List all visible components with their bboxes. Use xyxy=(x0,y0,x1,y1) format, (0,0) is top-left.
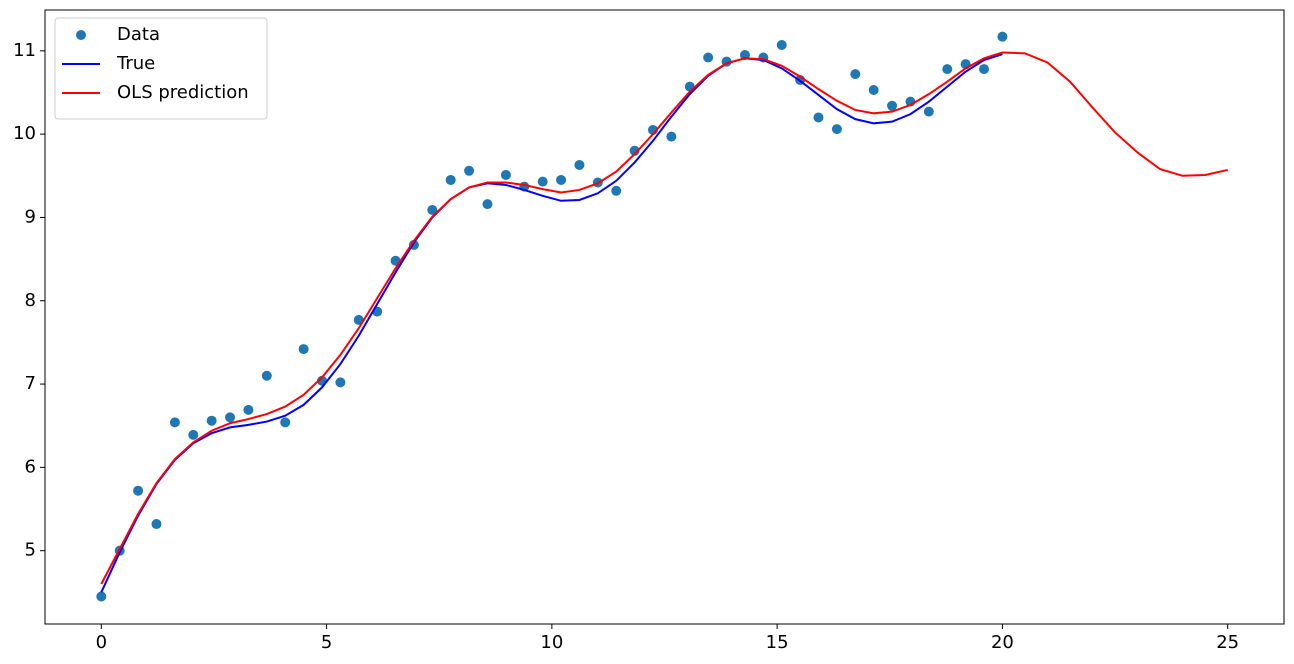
data-point xyxy=(776,39,787,50)
legend-label: True xyxy=(116,53,155,74)
data-point xyxy=(666,131,677,142)
y-tick-label: 5 xyxy=(25,540,36,561)
y-tick-label: 9 xyxy=(25,206,36,227)
data-point xyxy=(133,485,144,496)
data-point xyxy=(537,176,548,187)
legend-marker xyxy=(76,30,86,40)
x-tick-label: 5 xyxy=(321,632,332,653)
data-point xyxy=(997,31,1008,42)
data-point xyxy=(298,344,309,355)
data-point xyxy=(151,519,162,530)
x-tick-label: 10 xyxy=(540,632,563,653)
series-line xyxy=(100,53,1003,593)
data-point xyxy=(464,165,475,176)
data-point xyxy=(206,415,217,426)
data-point xyxy=(243,404,254,415)
data-point xyxy=(169,417,180,428)
data-point xyxy=(261,370,272,381)
legend-box xyxy=(54,17,268,120)
data-point xyxy=(629,145,640,156)
x-tick-label: 25 xyxy=(1216,632,1239,653)
data-point xyxy=(887,100,898,111)
data-point xyxy=(979,64,990,75)
data-point xyxy=(445,174,456,185)
data-point xyxy=(225,412,236,423)
data-point xyxy=(813,112,824,123)
y-tick-label: 11 xyxy=(13,40,36,61)
x-tick-label: 20 xyxy=(991,632,1014,653)
data-point xyxy=(482,199,493,210)
series-line xyxy=(100,51,1228,585)
data-point xyxy=(427,204,438,215)
data-point xyxy=(500,169,511,180)
data-point xyxy=(868,84,879,95)
data-point xyxy=(188,429,199,440)
data-point xyxy=(703,52,714,63)
y-tick-label: 7 xyxy=(25,373,36,394)
data-point xyxy=(850,69,861,80)
data-point xyxy=(96,591,107,602)
x-tick-label: 0 xyxy=(96,632,107,653)
y-tick-label: 10 xyxy=(13,123,36,144)
data-point xyxy=(923,106,934,117)
data-point xyxy=(280,417,291,428)
x-tick-label: 15 xyxy=(766,632,789,653)
legend-label: OLS prediction xyxy=(117,82,249,103)
axes-frame xyxy=(44,9,1285,625)
y-tick-label: 8 xyxy=(25,290,36,311)
data-point xyxy=(831,124,842,135)
data-point xyxy=(942,64,953,75)
legend-label: Data xyxy=(117,24,160,45)
data-point xyxy=(556,174,567,185)
y-tick-label: 6 xyxy=(25,456,36,477)
data-point xyxy=(335,377,346,388)
data-point xyxy=(611,185,622,196)
data-point xyxy=(574,159,585,170)
